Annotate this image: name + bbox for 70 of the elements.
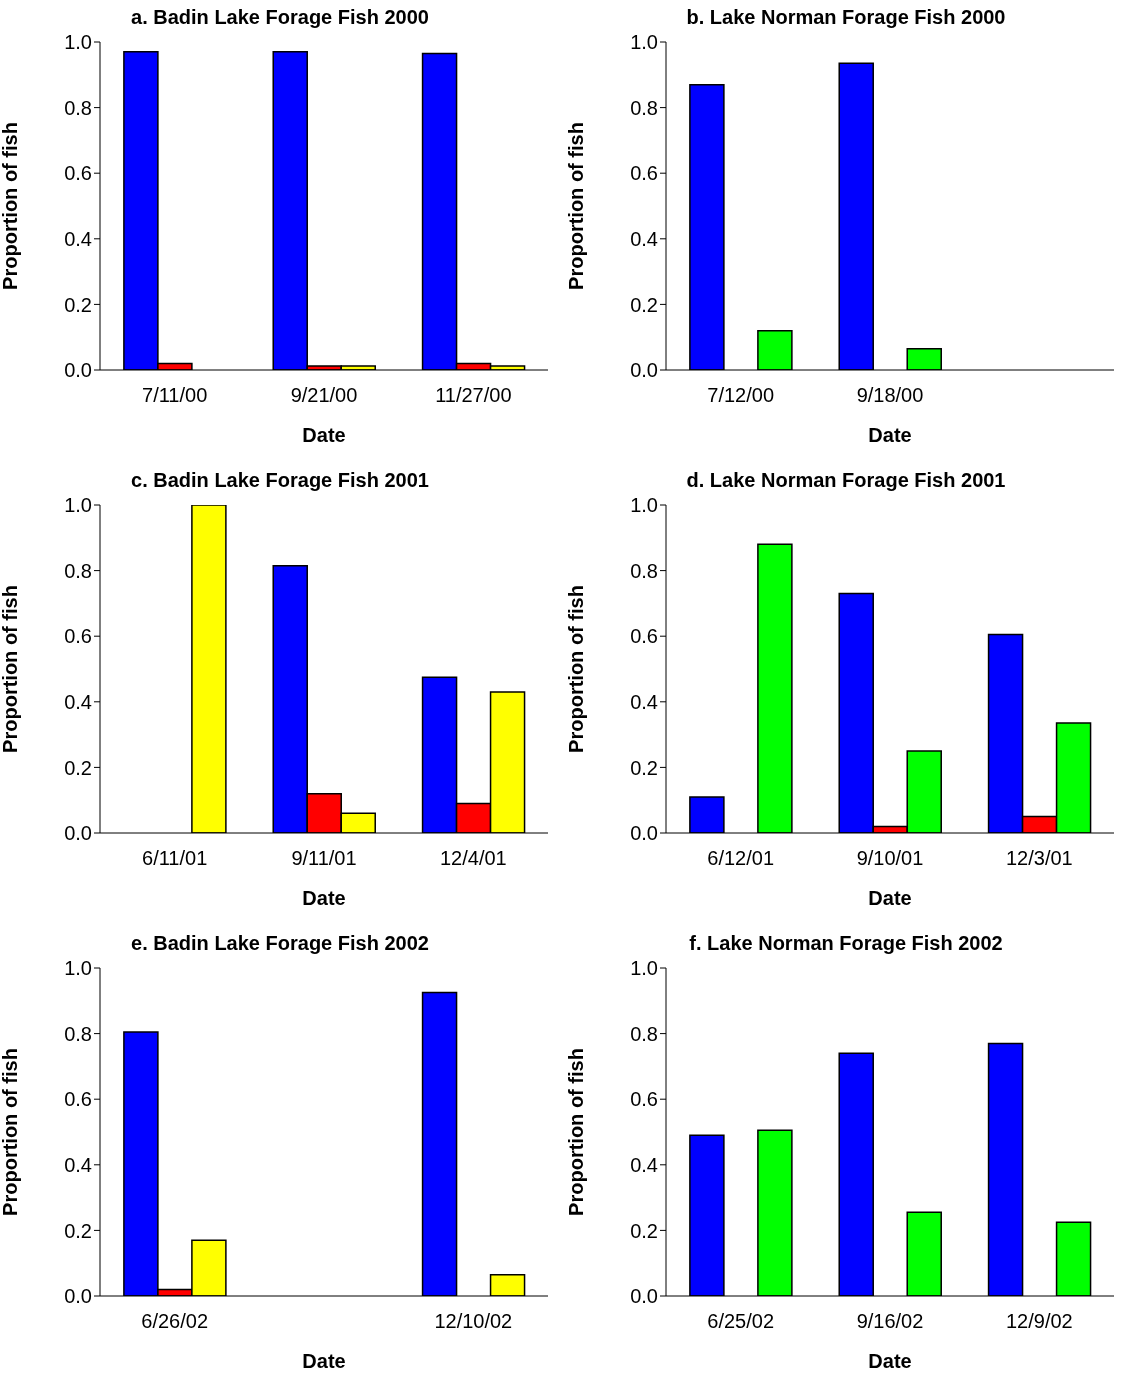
y-tick-label: 0.4 [64, 227, 92, 250]
y-axis-title: Proportion of fish [0, 122, 22, 290]
y-tick-label: 0.8 [64, 1022, 92, 1045]
x-axis-title: Date [868, 1350, 912, 1372]
y-tick-label: 0.6 [630, 625, 658, 648]
x-tick-label: 9/18/00 [856, 384, 924, 407]
y-tick-label: 0.2 [630, 756, 658, 779]
x-axis-title: Date [302, 887, 346, 909]
x-tick-label: 9/16/02 [856, 1310, 924, 1333]
y-tick-label: 0.4 [630, 1153, 658, 1176]
x-axis-title: Date [302, 1350, 346, 1372]
x-tick-label: 11/27/00 [435, 384, 512, 407]
chart-title: a. Badin Lake Forage Fish 2000 [131, 6, 429, 28]
x-axis-title: Date [302, 424, 346, 446]
y-tick-label: 0.0 [64, 1285, 92, 1308]
x-tick-label: 6/12/01 [707, 847, 775, 870]
y-tick-label: 0.8 [64, 96, 92, 119]
y-tick-label: 1.0 [64, 957, 92, 980]
y-axis-title: Proportion of fish [565, 1048, 588, 1216]
y-tick-label: 0.2 [64, 1219, 92, 1242]
x-tick-label: 7/12/00 [707, 384, 775, 407]
y-tick-label: 0.2 [64, 756, 92, 779]
x-tick-label: 9/21/00 [290, 384, 358, 407]
x-tick-label: 12/10/02 [434, 1310, 513, 1333]
x-tick-label: 7/11/00 [142, 384, 208, 407]
chart-title: b. Lake Norman Forage Fish 2000 [686, 6, 1006, 28]
y-tick-label: 0.0 [630, 359, 658, 382]
y-tick-label: 0.6 [64, 162, 92, 185]
y-tick-label: 0.0 [630, 1285, 658, 1308]
y-tick-label: 0.2 [630, 1219, 658, 1242]
y-tick-label: 1.0 [630, 494, 658, 517]
x-tick-label: 12/9/02 [1005, 1310, 1073, 1333]
x-axis-title: Date [868, 887, 912, 909]
y-axis-title: Proportion of fish [0, 585, 22, 753]
y-tick-label: 0.4 [630, 690, 658, 713]
y-tick-label: 0.0 [64, 822, 92, 845]
y-tick-label: 0.8 [64, 559, 92, 582]
y-axis-title: Proportion of fish [565, 585, 588, 753]
chart-title: c. Badin Lake Forage Fish 2001 [131, 469, 429, 491]
y-tick-label: 0.6 [630, 162, 658, 185]
y-axis-title: Proportion of fish [565, 122, 588, 290]
chart-title: d. Lake Norman Forage Fish 2001 [686, 469, 1006, 491]
y-tick-label: 0.6 [64, 625, 92, 648]
x-tick-label: 6/11/01 [142, 847, 208, 870]
chart-title: f. Lake Norman Forage Fish 2002 [689, 932, 1003, 954]
y-tick-label: 0.6 [64, 1088, 92, 1111]
chart-title: e. Badin Lake Forage Fish 2002 [131, 932, 429, 954]
y-tick-label: 1.0 [630, 31, 658, 54]
y-tick-label: 0.6 [630, 1088, 658, 1111]
x-tick-label: 12/3/01 [1005, 847, 1073, 870]
x-tick-label: 6/26/02 [141, 1310, 209, 1333]
x-tick-label: 6/25/02 [707, 1310, 775, 1333]
y-tick-label: 0.8 [630, 1022, 658, 1045]
y-tick-label: 0.4 [64, 690, 92, 713]
x-tick-label: 12/4/01 [439, 847, 507, 870]
y-tick-label: 0.8 [630, 96, 658, 119]
y-tick-label: 0.2 [64, 293, 92, 316]
y-axis-title: Proportion of fish [0, 1048, 22, 1216]
y-tick-label: 1.0 [64, 494, 92, 517]
y-tick-label: 1.0 [630, 957, 658, 980]
x-axis-title: Date [868, 424, 912, 446]
x-tick-label: 9/10/01 [856, 847, 924, 870]
y-tick-label: 0.4 [630, 227, 658, 250]
y-tick-label: 0.8 [630, 559, 658, 582]
y-tick-label: 0.0 [630, 822, 658, 845]
y-tick-label: 0.0 [64, 359, 92, 382]
y-tick-label: 0.4 [64, 1153, 92, 1176]
y-tick-label: 0.2 [630, 293, 658, 316]
x-tick-label: 9/11/01 [291, 847, 357, 870]
y-tick-label: 1.0 [64, 31, 92, 54]
